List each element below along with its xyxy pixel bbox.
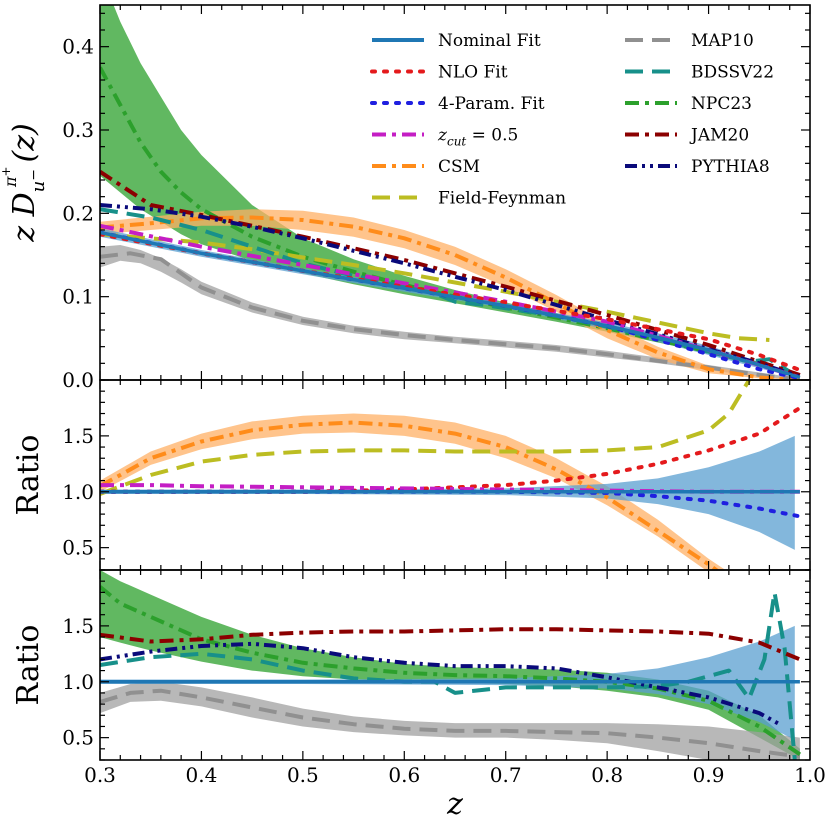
y-axis-title-panel-3: Ratio bbox=[11, 625, 46, 706]
series-csm-panel-1 bbox=[100, 215, 801, 380]
series-jam20-panel-1 bbox=[100, 170, 801, 377]
series-nominal-fit-panel-1 bbox=[100, 230, 801, 380]
series-bdssv22-panel-3 bbox=[100, 590, 797, 760]
legend-label-jam20: JAM20 bbox=[689, 126, 749, 146]
uncertainty-bands bbox=[100, 5, 800, 760]
legend-entry-map10: MAP10 bbox=[625, 31, 754, 51]
x-tick-label: 0.6 bbox=[388, 763, 420, 787]
series-map10-panel-3 bbox=[100, 688, 801, 759]
legend-label-bdssv22: BDSSV22 bbox=[691, 63, 774, 83]
y-tick-label: 1.5 bbox=[62, 424, 94, 448]
x-tick-label: 0.3 bbox=[84, 763, 116, 787]
legend-label-npc23: NPC23 bbox=[691, 94, 752, 114]
band-csm-panel-2 bbox=[100, 413, 726, 570]
series-csm-panel-2 bbox=[100, 420, 720, 570]
y-tick-label: 0.5 bbox=[62, 536, 94, 560]
series-npc23-panel-3 bbox=[100, 585, 802, 757]
y-tick-label: 1.0 bbox=[62, 670, 94, 694]
y-tick-label: 0.5 bbox=[62, 726, 94, 750]
band-map10-panel-3 bbox=[100, 681, 800, 760]
legend-entry-z-cut-0-5: zcut = 0.5 bbox=[372, 126, 518, 149]
legend-entry-npc23: NPC23 bbox=[625, 94, 752, 114]
series-jam20-panel-3 bbox=[100, 627, 801, 662]
legend-label-nominal-fit: Nominal Fit bbox=[438, 31, 541, 51]
legend: Nominal Fit NLO Fit 4-Param. Fit zcut = 0.5… bbox=[370, 31, 774, 209]
panel-3-frame bbox=[99, 569, 811, 761]
x-tick-label: 0.4 bbox=[186, 763, 218, 787]
y-tick-label: 0.2 bbox=[62, 201, 94, 225]
band-npc23-panel-1 bbox=[100, 5, 800, 377]
legend-label-csm: CSM bbox=[438, 157, 480, 177]
legend-label-4-param-fit: 4-Param. Fit bbox=[438, 94, 545, 114]
x-tick-label: 0.5 bbox=[287, 763, 319, 787]
legend-entry-pythia8: PYTHIA8 bbox=[625, 157, 770, 177]
x-tick-label: 0.8 bbox=[591, 763, 623, 787]
legend-entry-4-param-fit: 4-Param. Fit bbox=[370, 94, 545, 114]
legend-entry-jam20: JAM20 bbox=[625, 126, 749, 146]
x-tick-label: 0.7 bbox=[490, 763, 522, 787]
series-field-feynman-panel-1 bbox=[100, 232, 770, 342]
y-tick-label: 0.0 bbox=[62, 368, 94, 392]
axes: 0.0 0.1 0.2 0.3 0.4 z Du−π+(z) 0.5 1.0 1.5 Ratio 0… bbox=[0, 4, 826, 822]
x-axis-title: z bbox=[446, 787, 463, 822]
legend-label-nlo-fit: NLO Fit bbox=[438, 63, 508, 83]
y-tick-label: 0.3 bbox=[62, 118, 94, 142]
x-tick-label: 1.0 bbox=[794, 763, 826, 787]
legend-label-pythia8: PYTHIA8 bbox=[691, 157, 770, 177]
x-tick-label: 0.9 bbox=[693, 763, 725, 787]
legend-entry-field-feynman: Field-Feynman bbox=[372, 189, 566, 209]
series-field-feynman-panel-2 bbox=[100, 380, 751, 496]
y-tick-label: 1.5 bbox=[62, 614, 94, 638]
y-axis-title-panel-1: z Du−π+(z) bbox=[0, 123, 49, 243]
legend-entry-bdssv22: BDSSV22 bbox=[625, 63, 774, 83]
legend-entry-csm: CSM bbox=[372, 157, 480, 177]
y-tick-label: 0.1 bbox=[62, 285, 94, 309]
y-axis-title-panel-2: Ratio bbox=[11, 435, 46, 516]
legend-label-map10: MAP10 bbox=[691, 31, 754, 51]
data-series bbox=[100, 66, 802, 760]
legend-label-field-feynman: Field-Feynman bbox=[438, 189, 566, 209]
legend-entry-nlo-fit: NLO Fit bbox=[370, 63, 508, 83]
band-map10-panel-1 bbox=[100, 245, 800, 380]
series-pythia8-panel-3 bbox=[100, 641, 781, 726]
legend-entry-nominal-fit: Nominal Fit bbox=[372, 31, 541, 51]
legend-label-z-cut-0-5: zcut = 0.5 bbox=[437, 126, 518, 149]
band-npc23-panel-3 bbox=[100, 570, 800, 760]
y-tick-label: 0.4 bbox=[62, 35, 94, 59]
series-nlo-fit-panel-1 bbox=[100, 232, 802, 372]
y-tick-label: 1.0 bbox=[62, 480, 94, 504]
series-map10-panel-1 bbox=[100, 251, 801, 380]
